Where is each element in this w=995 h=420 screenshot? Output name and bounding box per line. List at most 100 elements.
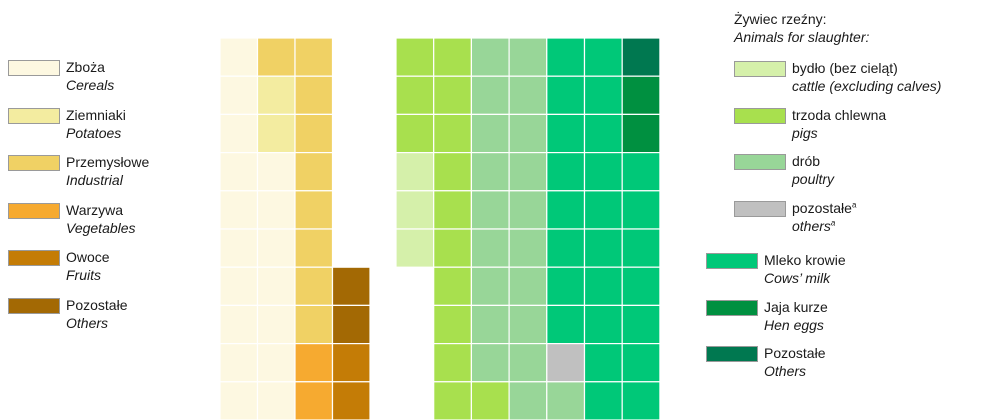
left-cell-r6-c2 (294, 266, 334, 307)
right-cell-r5-c2 (470, 228, 510, 268)
right-cell-r1-c6 (621, 75, 661, 115)
right-legend-item-4: Mleko krowie Cows’ milk (706, 251, 846, 287)
right-cell-r9-c1 (433, 381, 473, 420)
left-cell-r0-c0 (219, 37, 259, 77)
left-legend-label-en-1: Potatoes (66, 124, 122, 141)
right-legend-label-en-1: pigs (792, 124, 818, 141)
left-cell-r1-c1 (256, 75, 296, 115)
right-cell-r6-c5 (583, 266, 623, 307)
left-cell-r4-c0 (219, 190, 259, 230)
left-legend-label-en-3: Vegetables (66, 219, 136, 236)
left-cell-r8-c0 (219, 343, 259, 383)
right-cell-r9-c5 (583, 381, 623, 420)
left-mosaic-grid (219, 37, 371, 420)
left-cell-r2-c1 (256, 113, 296, 154)
right-cell-r0-c0 (395, 37, 435, 77)
right-cell-r4-c3 (508, 190, 548, 230)
right-cell-r4-c5 (583, 190, 623, 230)
left-legend-label-en-4: Fruits (66, 267, 101, 283)
right-legend-item-5: Jaja kurze Hen eggs (706, 298, 828, 334)
left-cell-r8-c2 (294, 343, 334, 383)
left-cell-r6-c0 (219, 266, 259, 307)
right-cell-r0-c2 (470, 37, 510, 77)
left-cell-r1-c2 (294, 75, 334, 115)
right-cell-r6-c2 (470, 266, 510, 307)
left-legend-label-pl-4: Owoce (66, 249, 110, 265)
left-legend-label-pl-0: Zboża (66, 59, 105, 75)
right-cell-r8-c4 (546, 343, 586, 383)
right-cell-r3-c3 (508, 152, 548, 192)
left-legend-swatch-4 (8, 250, 60, 266)
right-cell-r6-c4 (546, 266, 586, 307)
right-legend-swatch-3 (734, 200, 786, 217)
right-cell-r0-c1 (433, 37, 473, 77)
left-cell-r4-c2 (294, 190, 334, 230)
right-legend-item-0: bydło (bez cieląt) cattle (excluding calv… (734, 59, 941, 95)
right-cell-r5-c1 (433, 228, 473, 268)
right-cell-r5-c0 (395, 228, 435, 268)
left-cell-r8-c3 (331, 343, 371, 383)
right-cell-r9-c2 (470, 381, 510, 420)
right-cell-r8-c2 (470, 343, 510, 383)
left-legend-label-pl-5: Pozostałe (66, 296, 128, 313)
left-legend-swatch-1 (8, 107, 60, 124)
right-legend-swatch-1 (734, 107, 786, 124)
right-cell-r6-c1 (433, 266, 473, 307)
left-cell-r4-c1 (256, 190, 296, 230)
left-legend-label-en-0: Cereals (66, 77, 115, 93)
right-cell-r7-c4 (546, 304, 586, 345)
right-title-en: Animals for slaughter: (734, 29, 870, 45)
right-cell-r1-c1 (433, 75, 473, 115)
left-cell-r8-c1 (256, 343, 296, 383)
right-cell-r9-c4 (546, 381, 586, 420)
right-cell-r5-c3 (508, 228, 548, 268)
left-cell-r5-c0 (219, 228, 259, 268)
right-cell-r4-c2 (470, 190, 510, 230)
right-cell-r5-c5 (583, 228, 623, 268)
right-legend-label-en-0: cattle (excluding calves) (792, 78, 942, 94)
right-legend-label-en-2: poultry (792, 171, 835, 187)
right-cell-r7-c1 (433, 304, 473, 345)
right-cell-r0-c6 (621, 37, 661, 77)
right-cell-r2-c3 (508, 113, 548, 154)
right-cell-r7-c6 (621, 304, 661, 345)
right-cell-r3-c5 (583, 152, 623, 192)
right-cell-r2-c6 (621, 113, 661, 154)
right-cell-r2-c4 (546, 113, 586, 154)
right-cell-r9-c3 (508, 381, 548, 420)
left-cell-r2-c0 (219, 113, 259, 154)
right-cell-r3-c2 (470, 152, 510, 192)
left-cell-r0-c1 (256, 37, 296, 77)
right-cell-r4-c4 (546, 190, 586, 230)
right-cell-r2-c5 (583, 113, 623, 154)
left-cell-r3-c1 (256, 152, 296, 192)
left-legend-label-pl-2: Przemysłowe (66, 154, 150, 170)
right-cell-r7-c5 (583, 304, 623, 345)
right-cell-r5-c6 (621, 228, 661, 268)
right-cell-r4-c6 (621, 190, 661, 230)
left-legend-swatch-3 (8, 202, 60, 219)
left-cell-r7-c0 (219, 304, 259, 345)
left-legend-item-0: Zboża Cereals (8, 58, 114, 94)
left-legend-label-en-2: Industrial (66, 172, 123, 188)
right-legend-swatch-2 (734, 154, 786, 170)
left-legend-item-4: Owoce Fruits (8, 248, 110, 284)
right-cell-r7-c2 (470, 304, 510, 345)
right-cell-r2-c1 (433, 113, 473, 154)
right-cell-r7-c3 (508, 304, 548, 345)
right-legend-label-pl-1: trzoda chlewna (792, 106, 887, 123)
right-legend-label-en-4: Cows’ milk (764, 270, 831, 286)
left-legend-item-3: Warzywa Vegetables (8, 201, 136, 237)
left-legend-item-1: Ziemniaki Potatoes (8, 106, 126, 142)
left-cell-r9-c0 (219, 381, 259, 420)
right-legend-label-pl-0: bydło (bez cieląt) (792, 60, 898, 76)
right-cell-r0-c5 (583, 37, 623, 77)
left-legend-label-pl-3: Warzywa (66, 201, 124, 218)
right-legend-item-6: Pozostałe Others (706, 344, 825, 380)
right-cell-r3-c6 (621, 152, 661, 192)
right-cell-r3-c4 (546, 152, 586, 192)
right-cell-r1-c3 (508, 75, 548, 115)
right-cell-r5-c4 (546, 228, 586, 268)
right-cell-r6-c3 (508, 266, 548, 307)
left-cell-r0-c2 (294, 37, 334, 77)
